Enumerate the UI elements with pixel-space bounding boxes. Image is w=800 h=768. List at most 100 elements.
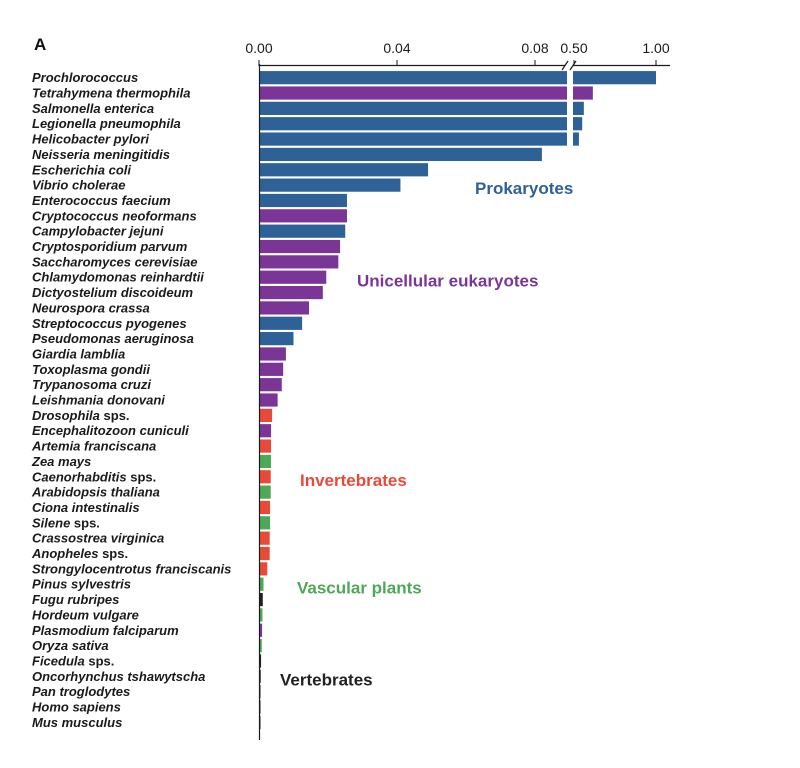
bar-salmonella-enterica xyxy=(259,101,567,115)
bar-chlamydomonas-reinhardtii xyxy=(259,270,327,284)
category-label-ficedula: Ficedula sps. xyxy=(32,653,114,668)
category-label-hordeum-vulgare: Hordeum vulgare xyxy=(32,607,139,622)
category-label-enterococcus-faecium: Enterococcus faecium xyxy=(32,193,171,208)
bar-cryptococcus-neoformans xyxy=(259,209,347,223)
bar-legionella-pneumophila xyxy=(259,117,567,131)
bar-strongylocentrotus-franciscanis xyxy=(259,562,268,576)
category-label-legionella-pneumophila: Legionella pneumophila xyxy=(32,116,181,131)
bar-vibrio-cholerae xyxy=(259,178,401,192)
category-label-pseudomonas-aeruginosa: Pseudomonas aeruginosa xyxy=(32,331,194,346)
category-label-neisseria-meningitidis: Neisseria meningitidis xyxy=(32,147,170,162)
category-label-campylobacter-jejuni: Campylobacter jejuni xyxy=(32,224,164,239)
category-label-giardia-lamblia: Giardia lamblia xyxy=(32,346,125,361)
bar-encephalitozoon-cuniculi xyxy=(259,424,272,438)
category-label-leishmania-donovani: Leishmania donovani xyxy=(32,393,165,408)
group-label-vertebrates: Vertebrates xyxy=(280,670,373,689)
bar-salmonella-enterica-tail xyxy=(573,101,584,115)
category-label-tetrahymena-thermophila: Tetrahymena thermophila xyxy=(32,86,190,101)
bar-tetrahymena-thermophila xyxy=(259,86,567,100)
bar-enterococcus-faecium xyxy=(259,193,347,208)
panel-label: A xyxy=(34,35,46,54)
category-label-neurospora-crassa: Neurospora crassa xyxy=(32,300,150,315)
category-label-mus-musculus: Mus musculus xyxy=(32,715,122,730)
category-label-anopheles: Anopheles sps. xyxy=(31,546,128,561)
category-label-zea-mays: Zea mays xyxy=(31,454,91,469)
bar-giardia-lamblia xyxy=(259,347,286,361)
bar-arabidopsis-thaliana xyxy=(259,485,271,499)
bar-hordeum-vulgare xyxy=(259,608,263,622)
category-label-helicobacter-pylori: Helicobacter pylori xyxy=(32,132,149,147)
category-label-cryptococcus-neoformans: Cryptococcus neoformans xyxy=(32,208,197,223)
x-tick-label: 0.50 xyxy=(560,40,587,56)
bar-escherichia-coli xyxy=(259,163,429,177)
axis-break-mark xyxy=(569,60,577,71)
category-label-caenorhabditis: Caenorhabditis sps. xyxy=(32,469,156,484)
bar-caenorhabditis xyxy=(259,470,271,484)
category-label-pinus-sylvestris: Pinus sylvestris xyxy=(32,577,131,592)
x-axis-ticks: 0.00 0.04 0.08 0.50 1.00 xyxy=(245,40,670,71)
category-label-cryptosporidium-parvum: Cryptosporidium parvum xyxy=(32,239,188,254)
bar-helicobacter-pylori xyxy=(259,132,567,146)
category-label-crassostrea-virginica: Crassostrea virginica xyxy=(32,531,164,546)
bar-prochlorococcus-tail xyxy=(573,71,656,85)
category-label-arabidopsis-thaliana: Arabidopsis thaliana xyxy=(31,485,160,500)
category-label-streptococcus-pyogenes: Streptococcus pyogenes xyxy=(32,316,187,331)
group-label-unicellular-eukaryotes: Unicellular eukaryotes xyxy=(357,271,538,290)
group-label-prokaryotes: Prokaryotes xyxy=(475,179,573,198)
x-tick-label: 0.00 xyxy=(245,40,272,56)
bar-cryptosporidium-parvum xyxy=(259,239,341,254)
category-label-strongylocentrotus-franciscanis: Strongylocentrotus franciscanis xyxy=(32,561,231,576)
bar-artemia-franciscana xyxy=(259,439,272,453)
bar-silene xyxy=(259,516,271,530)
category-label-silene: Silene sps. xyxy=(32,515,100,530)
x-tick-label: 0.08 xyxy=(521,40,548,56)
category-label-drosophila: Drosophila sps. xyxy=(32,408,130,423)
category-label-plasmodium-falciparum: Plasmodium falciparum xyxy=(32,623,179,638)
bar-drosophila xyxy=(259,408,273,422)
category-label-salmonella-enterica: Salmonella enterica xyxy=(32,101,154,116)
category-label-saccharomyces-cerevisiae: Saccharomyces cerevisiae xyxy=(32,254,198,269)
bar-dictyostelium-discoideum xyxy=(259,285,323,300)
category-label-oryza-sativa: Oryza sativa xyxy=(32,638,109,653)
category-label-homo-sapiens: Homo sapiens xyxy=(32,700,121,715)
category-label-encephalitozoon-cuniculi: Encephalitozoon cuniculi xyxy=(32,423,189,438)
group-label-vascular-plants: Vascular plants xyxy=(297,578,422,597)
category-label-pan-troglodytes: Pan troglodytes xyxy=(32,684,130,699)
category-label-dictyostelium-discoideum: Dictyostelium discoideum xyxy=(32,285,194,300)
category-label-fugu-rubripes: Fugu rubripes xyxy=(32,592,119,607)
bar-pseudomonas-aeruginosa xyxy=(259,332,294,346)
category-label-oncorhynchus-tshawytscha: Oncorhynchus tshawytscha xyxy=(32,669,205,684)
category-label-trypanosoma-cruzi: Trypanosoma cruzi xyxy=(32,377,151,392)
category-label-prochlorococcus: Prochlorococcus xyxy=(32,70,138,85)
category-label-artemia-franciscana: Artemia franciscana xyxy=(31,439,156,454)
x-tick-label: 1.00 xyxy=(642,40,669,56)
bar-anopheles xyxy=(259,546,270,561)
bar-saccharomyces-cerevisiae xyxy=(259,255,339,269)
axis-break-mark xyxy=(561,60,569,71)
bar-zea-mays xyxy=(259,454,272,469)
bar-oryza-sativa xyxy=(259,639,262,653)
bar-plasmodium-falciparum xyxy=(259,623,263,637)
bars xyxy=(259,71,656,729)
bar-ciona-intestinalis xyxy=(259,500,271,515)
category-label-chlamydomonas-reinhardtii: Chlamydomonas reinhardtii xyxy=(32,270,204,285)
x-tick-label: 0.04 xyxy=(383,40,410,56)
bar-fugu-rubripes xyxy=(259,592,263,607)
bar-crassostrea-virginica xyxy=(259,531,270,545)
bar-neurospora-crassa xyxy=(259,301,310,315)
bar-trypanosoma-cruzi xyxy=(259,378,282,392)
category-label-toxoplasma-gondii: Toxoplasma gondii xyxy=(32,362,150,377)
bar-leishmania-donovani xyxy=(259,393,278,407)
group-label-invertebrates: Invertebrates xyxy=(300,471,407,490)
bar-prochlorococcus xyxy=(259,71,567,85)
group-labels: Prokaryotes Unicellular eukaryotes Inverte… xyxy=(280,179,573,689)
category-label-vibrio-cholerae: Vibrio cholerae xyxy=(32,178,125,193)
bar-legionella-pneumophila-tail xyxy=(573,117,583,131)
bar-tetrahymena-thermophila-tail xyxy=(573,86,593,100)
bar-streptococcus-pyogenes xyxy=(259,316,303,330)
category-label-escherichia-coli: Escherichia coli xyxy=(32,162,131,177)
bar-helicobacter-pylori-tail xyxy=(573,132,579,146)
bar-campylobacter-jejuni xyxy=(259,224,346,238)
